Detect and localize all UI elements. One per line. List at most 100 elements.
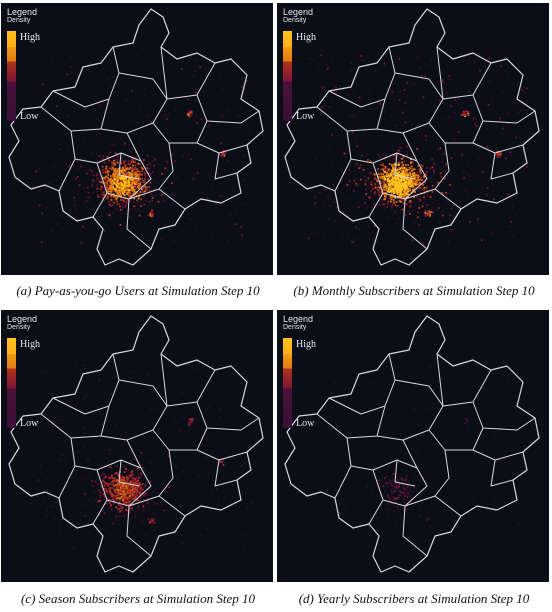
district-border	[328, 353, 396, 415]
map-panel-a: Legend Density High Low	[1, 3, 273, 275]
district-border	[334, 437, 352, 499]
map-panel-b: Legend Density High Low	[277, 3, 549, 275]
district-border	[376, 405, 444, 441]
legend-low-label: Low	[296, 418, 315, 429]
caption-b: (b) Monthly Subscribers at Simulation St…	[293, 283, 535, 298]
district-border	[394, 46, 444, 100]
district-border	[100, 98, 168, 134]
legend-title: Legend	[283, 314, 314, 324]
district-border	[196, 94, 260, 124]
map-d	[284, 315, 540, 573]
district-border	[126, 439, 142, 469]
district-border	[394, 459, 416, 487]
caption-c: (c) Season Subscribers at Simulation Ste…	[21, 591, 255, 606]
district-border	[402, 198, 428, 250]
district-boundaries	[284, 8, 540, 266]
city-outline	[8, 315, 264, 573]
map-panel-d: Legend Density High Low	[277, 310, 549, 582]
district-boundaries	[8, 8, 264, 266]
district-border	[196, 401, 260, 431]
district-border	[166, 62, 216, 100]
district-border	[490, 459, 514, 487]
district-border	[376, 98, 444, 134]
legend: Legend Density High Low	[7, 7, 40, 122]
district-border	[100, 405, 168, 441]
district-border	[472, 427, 524, 461]
legend-low-label: Low	[20, 111, 39, 122]
district-border	[58, 437, 76, 499]
district-border	[428, 429, 473, 451]
district-border	[490, 152, 514, 180]
district-border	[40, 98, 110, 132]
district-border	[472, 94, 536, 124]
legend-subtitle: Density	[7, 17, 31, 24]
district-border	[442, 62, 492, 100]
legend-color-bar	[283, 31, 292, 121]
district-border	[472, 401, 536, 431]
district-border	[126, 198, 152, 250]
district-border	[402, 505, 428, 557]
district-boundaries	[8, 315, 264, 573]
city-outline	[284, 315, 540, 573]
legend-title: Legend	[7, 7, 38, 17]
district-border	[158, 449, 186, 517]
caption-a: (a) Pay-as-you-go Users at Simulation St…	[16, 283, 260, 298]
map-panel-c: Legend Density High Low	[1, 310, 273, 582]
district-border	[40, 405, 110, 439]
district-border	[402, 439, 418, 469]
district-border	[402, 132, 418, 162]
legend-low-label: Low	[296, 111, 315, 122]
caption-d: (d) Yearly Subscribers at Simulation Ste…	[298, 591, 530, 606]
district-border	[434, 142, 462, 210]
district-border	[166, 369, 216, 407]
district-border	[152, 122, 197, 144]
legend-high-label: High	[296, 339, 316, 350]
legend-subtitle: Density	[283, 17, 307, 24]
legend: Legend Density High Low	[283, 7, 316, 122]
district-border	[428, 122, 473, 144]
district-border	[350, 465, 384, 525]
district-border	[52, 46, 120, 108]
density-points	[307, 53, 529, 245]
district-border	[334, 130, 352, 192]
district-border	[118, 152, 140, 180]
district-border	[52, 353, 120, 415]
legend-subtitle: Density	[7, 324, 31, 331]
district-border	[394, 152, 416, 180]
district-border	[442, 369, 492, 407]
district-border	[350, 158, 384, 218]
legend-title: Legend	[283, 7, 314, 17]
district-boundaries	[284, 315, 540, 573]
district-border	[126, 132, 142, 162]
district-border	[118, 46, 168, 100]
map-a	[8, 8, 264, 266]
legend-color-bar	[7, 338, 16, 428]
district-border	[316, 405, 386, 439]
district-border	[434, 449, 462, 517]
legend-subtitle: Density	[283, 324, 307, 331]
density-points	[31, 53, 252, 244]
district-border	[58, 130, 76, 192]
legend-high-label: High	[20, 339, 40, 350]
district-border	[196, 120, 248, 154]
legend-color-bar	[7, 31, 16, 121]
district-border	[316, 98, 386, 132]
legend-low-label: Low	[20, 418, 39, 429]
legend-high-label: High	[296, 32, 316, 43]
district-border	[158, 142, 186, 210]
district-border	[196, 427, 248, 461]
district-border	[472, 120, 524, 154]
city-outline	[8, 8, 264, 266]
district-border	[118, 353, 168, 407]
legend-title: Legend	[7, 314, 38, 324]
district-border	[74, 465, 108, 525]
district-border	[214, 459, 238, 487]
legend: Legend Density High Low	[283, 314, 316, 429]
legend-high-label: High	[20, 32, 40, 43]
legend-color-bar	[283, 338, 292, 428]
density-points	[33, 360, 253, 551]
map-c	[8, 315, 264, 573]
legend: Legend Density High Low	[7, 314, 40, 429]
city-outline	[284, 8, 540, 266]
district-border	[214, 152, 238, 180]
